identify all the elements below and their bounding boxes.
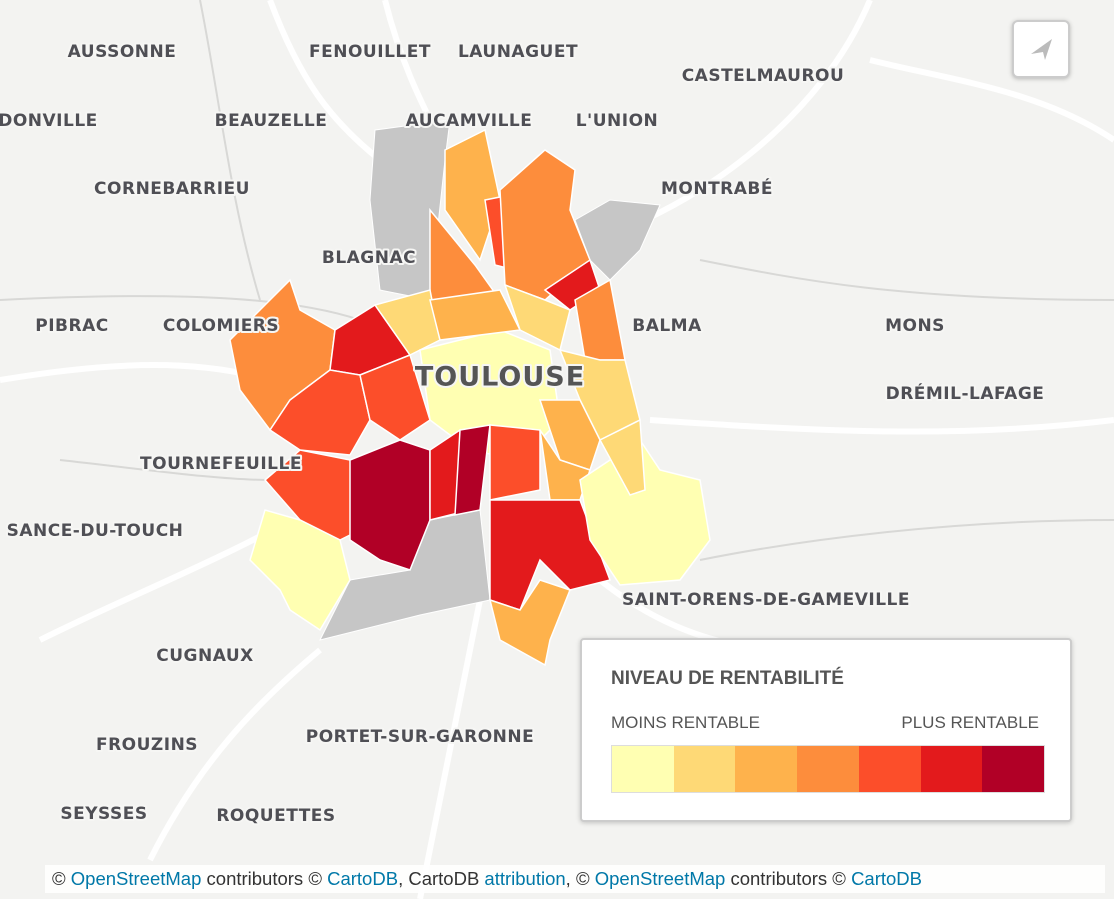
legend: NIVEAU DE RENTABILITÉ MOINS RENTABLE PLU… <box>580 638 1072 822</box>
attribution-link[interactable]: attribution <box>484 868 566 889</box>
locate-icon <box>1031 39 1052 60</box>
place-label: DONVILLE <box>0 111 98 131</box>
district[interactable] <box>268 369 371 456</box>
attribution-text: contributors © <box>725 868 852 889</box>
attribution-text: contributors © <box>201 868 328 889</box>
place-label: L'UNION <box>576 111 659 131</box>
place-label: AUCAMVILLE <box>406 111 533 131</box>
district[interactable] <box>454 424 491 516</box>
district[interactable] <box>359 354 431 441</box>
legend-swatch <box>920 746 983 792</box>
legend-swatch <box>858 746 921 792</box>
place-label: BLAGNAC <box>322 248 416 268</box>
place-label: SEYSSES <box>60 804 147 824</box>
place-label: FROUZINS <box>96 735 198 755</box>
legend-high-label: PLUS RENTABLE <box>901 713 1039 732</box>
place-label: MONS <box>885 316 945 336</box>
district[interactable] <box>598 418 646 496</box>
district[interactable] <box>579 438 711 586</box>
legend-swatch <box>673 746 736 792</box>
districts <box>229 128 711 667</box>
place-label: COLOMIERS <box>163 316 279 336</box>
minor-roads <box>0 0 1114 561</box>
legend-low-label: MOINS RENTABLE <box>611 713 760 732</box>
attribution-text: , © <box>565 868 595 889</box>
legend-title: NIVEAU DE RENTABILITÉ <box>611 668 844 689</box>
place-labels: AUSSONNE FENOUILLET LAUNAGUET CASTELMAUROU D… <box>0 40 1046 828</box>
legend-swatch <box>612 746 674 792</box>
place-label: BALMA <box>632 316 702 336</box>
place-label: SANCE-DU-TOUCH <box>7 521 184 541</box>
place-label: CASTELMAUROU <box>682 66 845 86</box>
legend-swatch <box>982 746 1045 792</box>
place-label: TOURNEFEUILLE <box>140 454 302 474</box>
legend-scale <box>611 745 1045 793</box>
legend-swatch <box>735 746 798 792</box>
place-label: BEAUZELLE <box>215 111 328 131</box>
city-label: TOULOUSE <box>415 362 585 393</box>
district[interactable] <box>503 283 571 352</box>
place-label: ROQUETTES <box>216 806 335 826</box>
attribution-link[interactable]: CartoDB <box>327 868 399 889</box>
place-label: LAUNAGUET <box>458 42 578 62</box>
district[interactable] <box>488 579 571 667</box>
place-label: CORNEBARRIEU <box>94 179 250 199</box>
district[interactable] <box>349 439 431 571</box>
attribution-text: © <box>52 868 71 889</box>
place-label: CUGNAUX <box>156 646 254 666</box>
attribution-text: , CartoDB <box>398 868 485 889</box>
place-label: PIBRAC <box>35 316 108 336</box>
place-label: PORTET-SUR-GARONNE <box>306 727 535 747</box>
attribution-link[interactable]: OpenStreetMap <box>594 868 726 889</box>
attribution: © OpenStreetMap contributors © CartoDB, … <box>45 865 1105 893</box>
district[interactable] <box>538 399 601 471</box>
district[interactable] <box>489 424 541 501</box>
place-label: AUSSONNE <box>68 42 177 62</box>
place-label: SAINT-ORENS-DE-GAMEVILLE <box>622 590 910 610</box>
attribution-link[interactable]: OpenStreetMap <box>70 868 202 889</box>
attribution-link[interactable]: CartoDB <box>851 868 923 889</box>
place-label: FENOUILLET <box>309 42 431 62</box>
place-label: DRÉMIL-LAFAGE <box>886 382 1045 404</box>
place-label: MONTRABÉ <box>661 177 773 199</box>
locate-button[interactable] <box>1012 20 1070 78</box>
legend-swatch <box>797 746 859 792</box>
arrow-icon <box>1031 39 1052 60</box>
district[interactable] <box>249 509 351 632</box>
